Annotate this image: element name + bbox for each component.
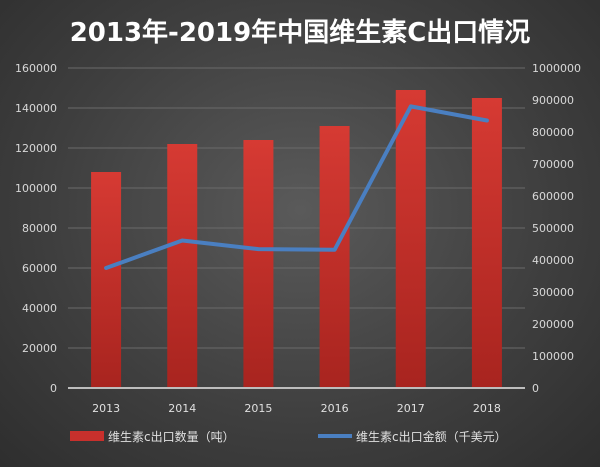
legend-bar-swatch xyxy=(70,431,104,441)
y-left-tick-label: 60000 xyxy=(22,262,57,275)
y-left-tick-label: 0 xyxy=(50,382,57,395)
bar-2014 xyxy=(167,144,198,388)
y-left-tick-label: 100000 xyxy=(15,182,57,195)
x-tick-label: 2016 xyxy=(321,402,349,415)
x-tick-label: 2018 xyxy=(473,402,501,415)
y-right-tick-label: 300000 xyxy=(532,286,574,299)
line-series xyxy=(104,104,489,270)
y-right-tick-label: 700000 xyxy=(532,158,574,171)
x-tick-label: 2017 xyxy=(397,402,425,415)
x-tick-label: 2013 xyxy=(92,402,120,415)
y-right-tick-label: 200000 xyxy=(532,318,574,331)
y-left-tick-label: 20000 xyxy=(22,342,57,355)
y-left-tick-label: 140000 xyxy=(15,102,57,115)
bar-2018 xyxy=(471,98,502,388)
bar-2016 xyxy=(319,126,350,388)
y-right-tick-label: 400000 xyxy=(532,254,574,267)
y-right-tick-label: 600000 xyxy=(532,190,574,203)
legend-bar-label: 维生素c出口数量（吨） xyxy=(108,429,235,444)
y-right-tick-label: 800000 xyxy=(532,126,574,139)
y-left-tick-label: 40000 xyxy=(22,302,57,315)
bar-2013 xyxy=(91,172,122,388)
y-right-tick-label: 100000 xyxy=(532,350,574,363)
bar-2015 xyxy=(243,140,274,388)
y-right-tick-label: 500000 xyxy=(532,222,574,235)
chart-title: 2013年-2019年中国维生素C出口情况 xyxy=(69,18,531,48)
y-left-tick-label: 160000 xyxy=(15,62,57,75)
x-tick-label: 2015 xyxy=(244,402,272,415)
y-right-tick-label: 0 xyxy=(532,382,539,395)
y-left-tick-label: 120000 xyxy=(15,142,57,155)
y-right-tick-label: 900000 xyxy=(532,94,574,107)
legend-line-label: 维生素c出口金额（千美元） xyxy=(356,429,507,444)
bar-2017 xyxy=(395,90,426,388)
y-left-tick-label: 80000 xyxy=(22,222,57,235)
y-right-tick-label: 1000000 xyxy=(532,62,581,75)
x-tick-label: 2014 xyxy=(168,402,196,415)
